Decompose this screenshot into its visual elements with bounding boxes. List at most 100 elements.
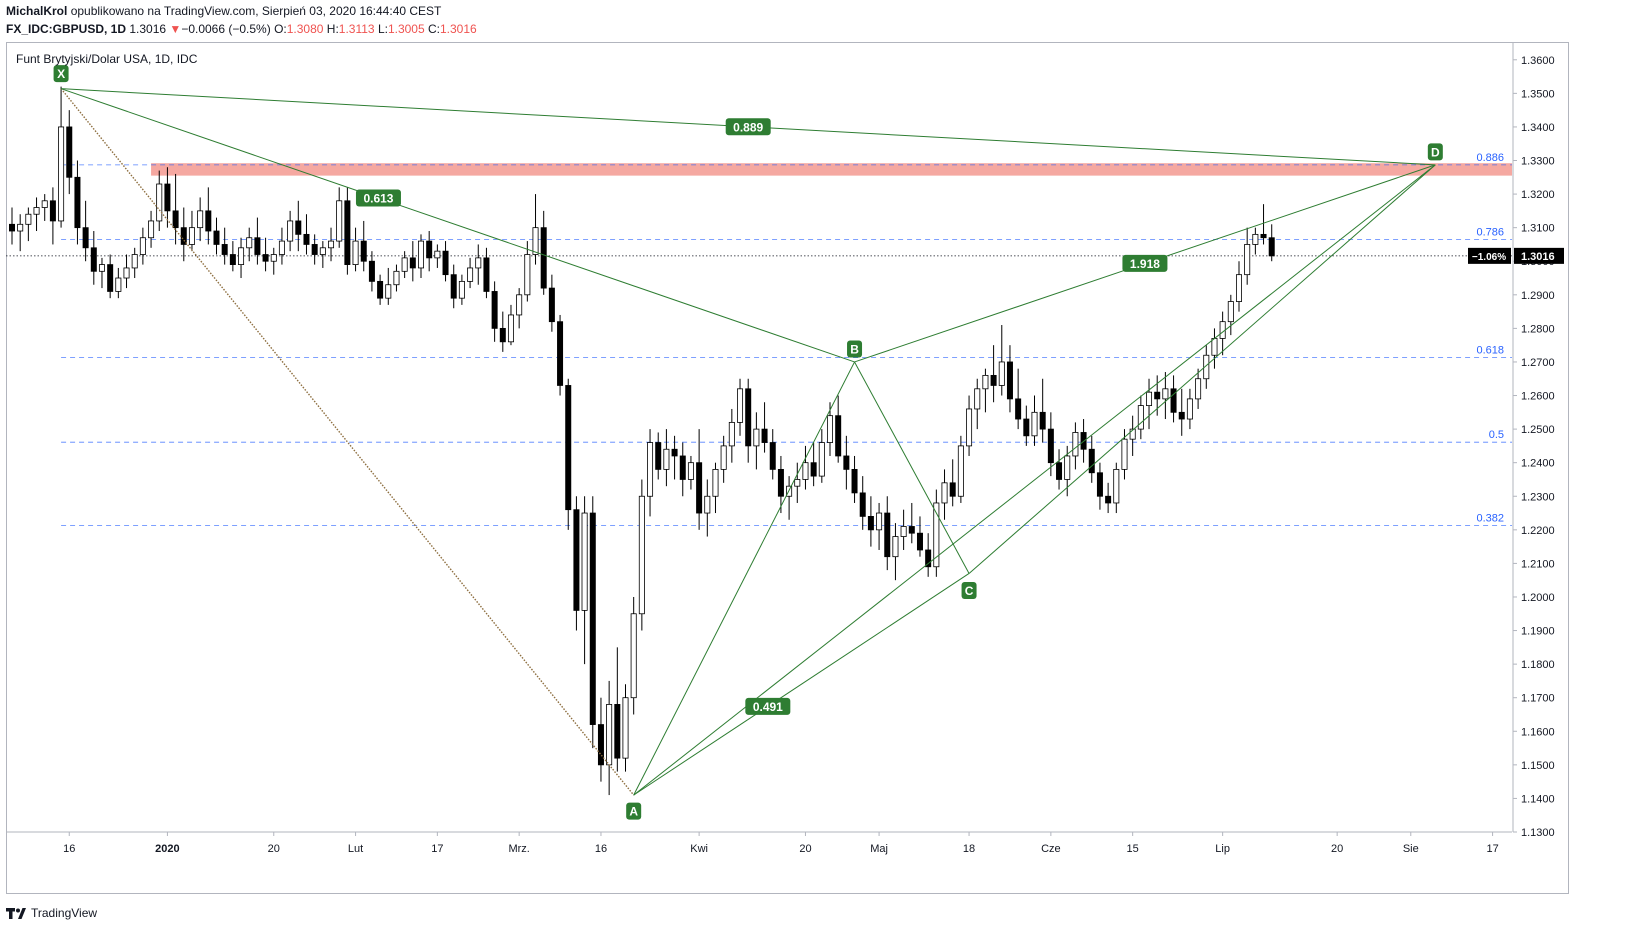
candle-bear [368,260,375,282]
candle-bear [344,200,351,265]
candle-bull [630,613,637,699]
candle-bear [82,227,89,249]
candle-bear [843,455,850,470]
candle-bear [377,280,384,299]
footer: TradingView [6,906,97,920]
candle-bear [777,468,784,497]
candle-bear [671,448,678,457]
candle-bear [450,274,457,299]
candle-bull [704,495,711,514]
change-value: −0.0066 (−0.5%) [181,22,271,36]
candle-bull [687,462,694,480]
y-tick-label: 1.3200 [1521,189,1555,201]
candle-bull [1031,411,1038,437]
candle-bear [745,388,752,447]
candles [8,86,1275,796]
x-tick-label: 20 [268,843,280,855]
candle-bull [900,526,907,537]
candle-bull [58,126,65,222]
point-label-a-bg [626,802,642,820]
point-label-x: X [57,67,65,81]
pattern-leg-ab [633,361,855,796]
candle-bull [957,445,964,497]
fib-label: 0.382 [1476,512,1504,524]
candle-bull [827,415,834,443]
candle-bull [238,247,245,265]
candle-bull [41,200,48,208]
y-tick-label: 1.2000 [1521,592,1555,604]
candle-bear [90,247,97,272]
candle-bull [115,277,122,292]
candle-bear [925,549,932,568]
y-tick-label: 1.1400 [1521,793,1555,805]
candle-bear [1105,495,1112,504]
x-tick-label: 17 [1486,843,1498,855]
ratio-label-1_918-bg [1122,254,1168,272]
candle-bull [966,408,973,447]
candle-bull [434,250,441,259]
pattern-leg-cd [968,164,1436,574]
x-tick-label: 18 [963,843,975,855]
y-tick-label: 1.2700 [1521,357,1555,369]
candle-bull [139,237,146,255]
candle-bull [385,284,392,299]
x-tick-label: 20 [1331,843,1343,855]
author-name[interactable]: MichalKrol [6,4,68,18]
candle-bear [916,532,923,551]
y-tick-label: 1.3600 [1521,55,1555,67]
candle-bear [1268,237,1275,257]
y-tick-label: 1.1500 [1521,760,1555,772]
ratio-label-0_613-bg [355,189,401,207]
candle-bull [892,536,899,558]
candle-bull [131,254,138,269]
candle-bull [1186,398,1193,420]
point-label-c-bg [961,581,977,599]
candle-bear [1056,462,1063,480]
last-price-tag: 1.3016 [1521,251,1555,263]
candle-bull [98,264,105,272]
candle-bear [442,250,449,276]
chart-frame [6,42,1569,894]
candle-bull [1146,391,1153,407]
candle-bull [417,240,424,269]
candle-bear [205,210,212,232]
brand-label[interactable]: TradingView [31,906,98,920]
candle-bear [1006,361,1013,400]
candle-bull [647,442,654,497]
candle-bear [655,442,662,470]
candle-bull [1244,244,1251,276]
candle-bear [835,415,842,457]
candle-bull [1137,405,1144,430]
candle-bull [148,220,155,239]
candle-bear [1170,388,1177,413]
fib-label: 0.886 [1476,152,1504,164]
low-label: L: [377,22,388,36]
candle-bear [810,462,817,477]
candle-bear [164,183,171,212]
candle-bull [188,227,195,245]
pattern-leg-ad [633,164,1436,796]
chart-title: Funt Brytyjski/Dolar USA, 1D, IDC [16,52,198,66]
y-tick-label: 1.1800 [1521,659,1555,671]
candle-bear [213,230,220,245]
candle-bear [360,240,367,262]
candle-bear [221,244,228,255]
candle-bull [1252,233,1259,245]
candle-bear [303,233,310,245]
point-label-b-bg [847,340,863,358]
publish-info: MichalKrol opublikowano na TradingView.c… [6,4,441,18]
candle-bull [17,223,24,232]
candle-bull [278,240,285,255]
candle-bear [990,374,997,386]
candle-bull [156,183,163,222]
y-tick-label: 1.2200 [1521,525,1555,537]
pattern-leg-xb [60,88,855,363]
last-price: 1.3016 [129,22,167,36]
candle-bull [802,462,809,480]
candle-bull [524,254,531,296]
candle-bull [467,267,474,282]
candle-bear [1015,398,1022,420]
x-tick-label: 16 [63,843,75,855]
pct-change-tag: −1.06% [1472,252,1506,263]
